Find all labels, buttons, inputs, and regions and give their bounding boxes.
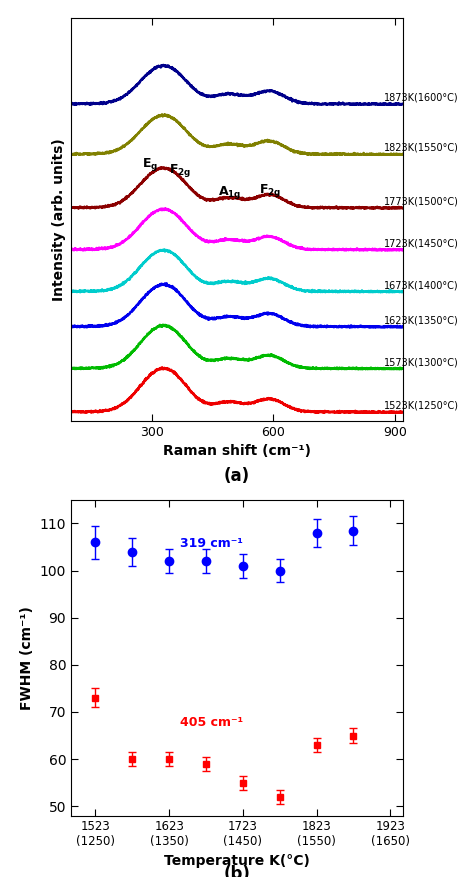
Y-axis label: FWHM (cm⁻¹): FWHM (cm⁻¹) bbox=[20, 606, 34, 709]
Text: 1873K(1600°C): 1873K(1600°C) bbox=[383, 92, 458, 103]
Text: (b): (b) bbox=[224, 865, 250, 877]
Y-axis label: Intensity (arb. units): Intensity (arb. units) bbox=[52, 138, 65, 301]
Text: 1623K(1350°C): 1623K(1350°C) bbox=[383, 316, 458, 325]
X-axis label: Temperature K(°C): Temperature K(°C) bbox=[164, 854, 310, 868]
Text: $\mathbf{F_{2g}}$: $\mathbf{F_{2g}}$ bbox=[169, 162, 191, 179]
Text: 405 cm⁻¹: 405 cm⁻¹ bbox=[180, 717, 243, 729]
Text: $\mathbf{E_g}$: $\mathbf{E_g}$ bbox=[142, 156, 158, 173]
X-axis label: Raman shift (cm⁻¹): Raman shift (cm⁻¹) bbox=[163, 445, 311, 459]
Text: 1573K(1300°C): 1573K(1300°C) bbox=[383, 358, 458, 367]
Text: $\mathbf{F_{2g}}$: $\mathbf{F_{2g}}$ bbox=[259, 182, 282, 199]
Text: 1723K(1450°C): 1723K(1450°C) bbox=[383, 239, 458, 248]
Text: 1523K(1250°C): 1523K(1250°C) bbox=[383, 401, 458, 411]
Text: 1773K(1500°C): 1773K(1500°C) bbox=[383, 196, 458, 206]
Text: 1673K(1400°C): 1673K(1400°C) bbox=[383, 281, 458, 290]
Text: 319 cm⁻¹: 319 cm⁻¹ bbox=[180, 537, 243, 550]
Text: 1823K(1550°C): 1823K(1550°C) bbox=[383, 143, 458, 153]
Text: (a): (a) bbox=[224, 467, 250, 486]
Text: $\mathbf{A_{1g}}$: $\mathbf{A_{1g}}$ bbox=[219, 184, 242, 201]
